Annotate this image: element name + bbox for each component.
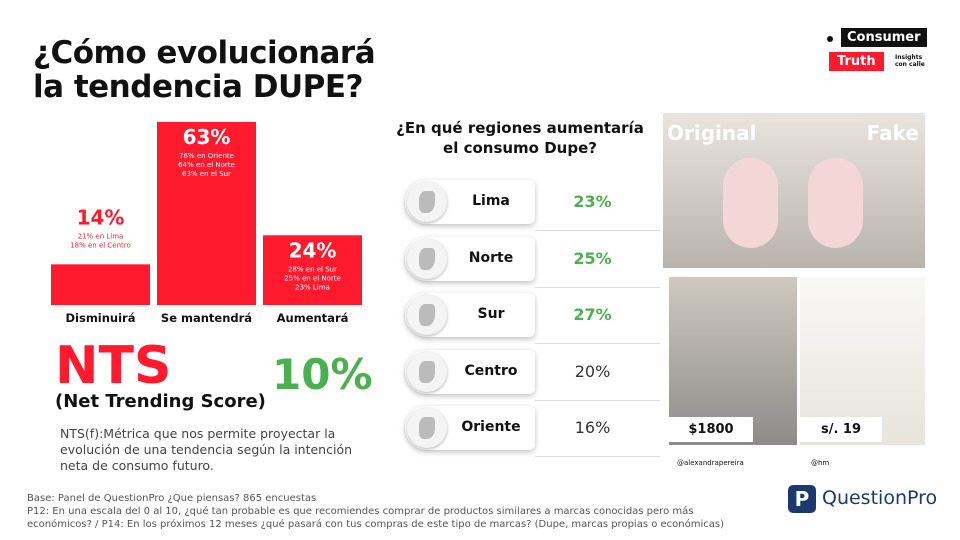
toy [723,158,778,248]
nts-description: NTS(f):Métrica que nos permite proyectar… [60,426,353,473]
value-label: 24% [289,238,337,262]
value-label: 63% [183,125,231,149]
credit: @hm [811,459,830,467]
title-line: la tendencia DUPE? [33,69,364,105]
tagline: con calle [895,61,925,68]
regions-title-line: el consumo Dupe? [443,139,597,157]
region-value: 25% [573,248,612,268]
photo-label: Original [667,121,757,145]
region-map-icon [407,295,447,335]
photo-compare: Original Fake [663,113,925,268]
region-value: 16% [574,418,611,437]
region-pill: Centro [405,349,535,394]
nts-subtitle: (Net Trending Score) [55,391,266,412]
logo-tagline: Insights con calle [895,54,925,68]
brand-icon: P [788,485,816,513]
bar-annotation: 23% Lima [295,283,330,291]
region-value: 23% [573,192,612,211]
regions-title: ¿En qué regiones aumentaría el consumo Du… [380,118,660,158]
bar-annotation: 21% en Lima [78,232,124,240]
row-divider [535,230,660,231]
bar [51,264,150,305]
price: s/. 19 [800,417,882,442]
x-tick-label: Se mantendrá [161,311,252,325]
logo-bottom: Truth [829,52,884,71]
region-name: Sur [477,306,505,322]
region-name: Oriente [461,419,521,435]
map-shape [419,304,435,326]
tagline: Insights [895,54,923,61]
toy [808,158,863,248]
region-map-icon [407,182,447,222]
region-name: Lima [472,193,510,209]
bar-annotation: 28% en el Sur [288,265,337,273]
logo-dot [827,36,833,42]
region-name: Centro [464,362,518,379]
title-line: ¿Cómo evolucionará [33,35,376,71]
row-divider [535,343,660,344]
title: ¿Cómo evolucionará la tendencia DUPE? [33,35,376,105]
x-tick-label: Aumentará [277,311,349,325]
nts-value: 10% [272,350,373,399]
region-value: 20% [574,361,611,381]
region-name: Norte [468,249,514,266]
photo-label: Fake [866,121,919,145]
region-map-icon [407,238,447,279]
footer-line: Base: Panel de QuestionPro ¿Que piensas?… [27,493,317,504]
region-pill: Norte [405,236,535,281]
region-map-icon [407,351,447,392]
bar-annotation: 64% en el Norte [178,161,235,169]
brand-name: QuestionPro [822,487,938,509]
value-label: 14% [77,205,125,229]
row-divider [535,399,660,401]
credit: @alexandrapereira [677,459,744,467]
bar-annotation: 63% en el Sur [182,170,231,178]
x-tick-label: Disminuirá [65,311,135,325]
region-map-icon [407,408,447,448]
row-divider [535,286,660,288]
brand-logo: P QuestionPro [788,485,938,517]
region-pill: Oriente [405,406,535,450]
map-shape [419,247,435,270]
bar-annotation: 25% en el Norte [284,274,341,282]
bar-annotation: 18% en el Centro [70,241,131,249]
region-pill: Lima [405,180,535,224]
map-shape [419,417,435,439]
map-shape [419,360,435,383]
nts-title: NTS [55,336,172,396]
logo: Consumer Truth Insights con calle [827,28,932,78]
row-divider [535,456,660,457]
footer-line: P12: En una escala del 0 al 10, ¿qué tan… [27,506,724,530]
map-shape [419,191,435,213]
region-pill: Sur [405,293,535,337]
bar [157,122,256,305]
footer: Base: Panel de QuestionPro ¿Que piensas?… [27,492,747,531]
price: $1800 [669,417,753,442]
bar-annotation: 76% en Oriente [179,152,234,160]
regions-title-line: ¿En qué regiones aumentaría [396,119,644,137]
bar [263,235,362,305]
logo-top: Consumer [841,28,927,47]
region-value: 27% [573,305,612,324]
